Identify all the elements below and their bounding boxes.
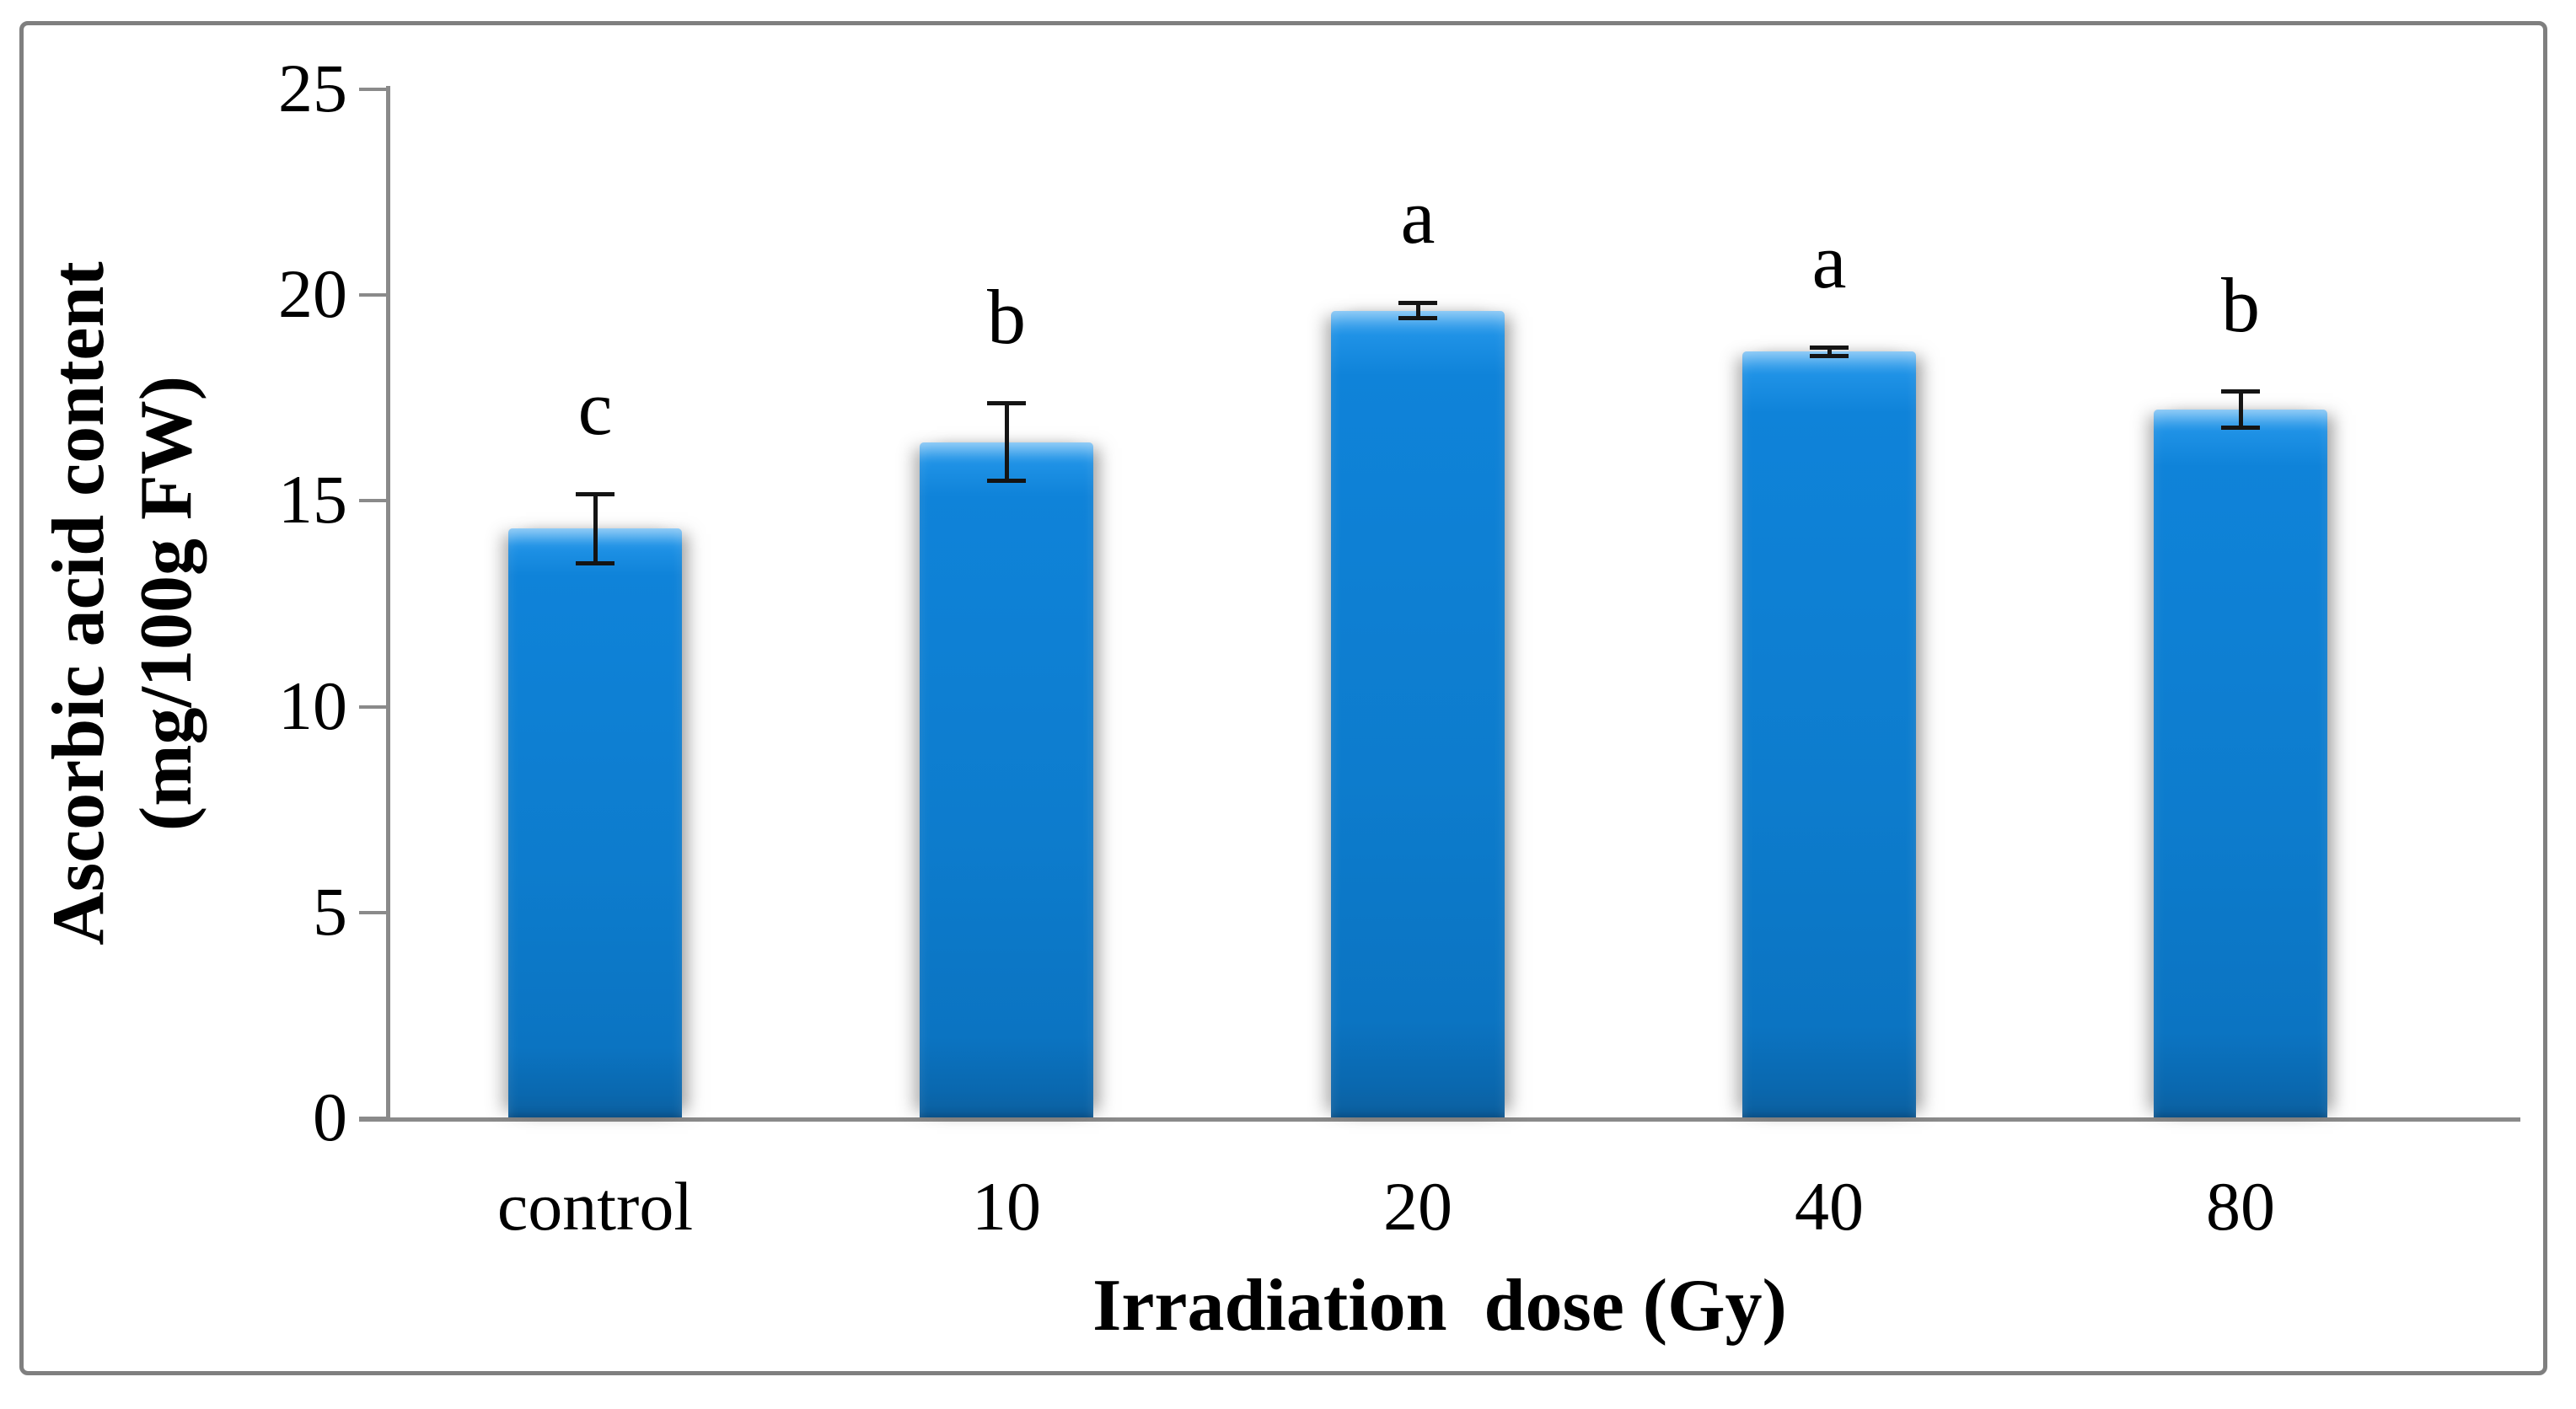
error-bar-cap-top xyxy=(1398,301,1437,305)
error-bar-line xyxy=(1416,303,1420,319)
error-bar-line xyxy=(1005,403,1009,481)
bar-10 xyxy=(920,442,1093,1117)
y-axis-title-line2: (mg/100g FW) xyxy=(126,375,207,832)
error-bar-cap-bottom xyxy=(576,561,614,565)
error-bar-cap-top xyxy=(987,401,1026,405)
error-bar-cap-top xyxy=(1810,346,1849,350)
significance-letter: a xyxy=(1400,174,1436,260)
significance-letter: a xyxy=(1811,218,1847,304)
y-axis-tick xyxy=(359,87,386,91)
y-axis-tick-label: 15 xyxy=(278,461,347,538)
y-axis-tick-label: 0 xyxy=(313,1079,347,1155)
y-axis-title-line1: Ascorbic acid content xyxy=(38,261,120,946)
y-axis-tick xyxy=(359,293,386,297)
error-bar-line xyxy=(1827,347,1832,356)
error-bar-cap-top xyxy=(576,492,614,496)
bar-control xyxy=(508,528,682,1117)
x-axis-category-label: 80 xyxy=(2206,1168,2275,1245)
x-axis-category-label: control xyxy=(496,1168,694,1245)
bar-40 xyxy=(1742,351,1916,1117)
x-axis-category-label: 10 xyxy=(972,1168,1041,1245)
bar-20 xyxy=(1331,311,1505,1117)
y-axis-title: Ascorbic acid content (mg/100g FW) xyxy=(35,13,221,1193)
y-axis-tick xyxy=(359,1117,386,1120)
y-axis-tick xyxy=(359,499,386,503)
error-bar-line xyxy=(2239,391,2243,428)
y-axis-tick-label: 25 xyxy=(278,49,347,126)
x-axis-line xyxy=(359,1117,2520,1122)
y-axis-tick-label: 5 xyxy=(313,872,347,950)
significance-letter: b xyxy=(987,274,1026,360)
error-bar-cap-bottom xyxy=(987,479,1026,483)
y-axis-line xyxy=(386,86,390,1122)
x-axis-title: Irradiation dose (Gy) xyxy=(1092,1265,1787,1347)
significance-letter: b xyxy=(2221,262,2260,348)
y-axis-tick xyxy=(359,910,386,914)
y-axis-tick xyxy=(359,704,386,709)
x-axis-category-label: 40 xyxy=(1795,1168,1864,1245)
y-axis-tick-label: 20 xyxy=(278,255,347,332)
error-bar-cap-bottom xyxy=(1810,354,1849,358)
y-axis-tick-label: 10 xyxy=(278,667,347,744)
error-bar-cap-top xyxy=(2221,389,2260,394)
error-bar-cap-bottom xyxy=(1398,316,1437,320)
x-axis-category-label: 20 xyxy=(1383,1168,1452,1245)
error-bar-line xyxy=(593,494,598,564)
error-bar-cap-bottom xyxy=(2221,426,2260,430)
chart-outer-frame xyxy=(19,21,2547,1375)
significance-letter: c xyxy=(577,365,613,451)
bar-80 xyxy=(2154,410,2327,1117)
